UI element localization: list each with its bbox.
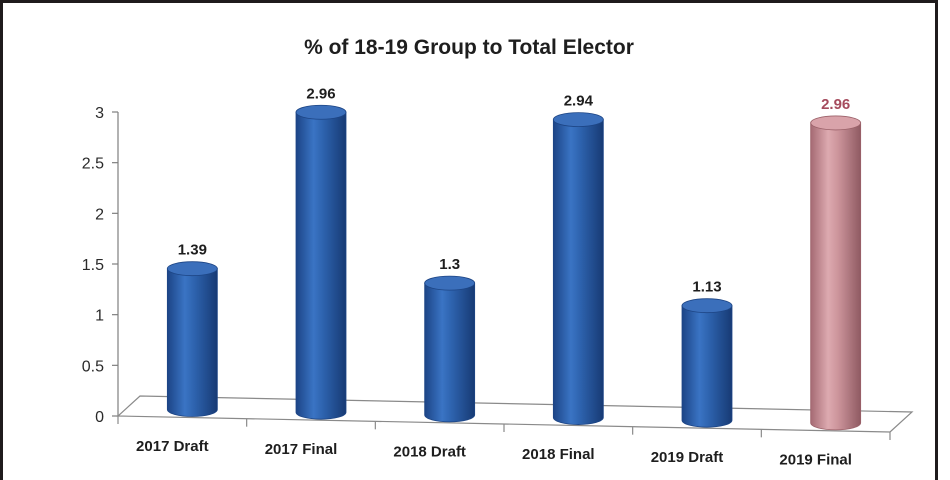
chart-title: % of 18-19 Group to Total Elector xyxy=(304,36,634,59)
bar-body xyxy=(681,305,733,428)
bar-1 xyxy=(166,261,218,417)
bar-cap xyxy=(681,298,733,314)
bar-6 xyxy=(810,115,862,431)
data-label: 2.96 xyxy=(306,85,335,102)
data-label: 2.94 xyxy=(564,93,594,110)
bar-body xyxy=(166,268,218,417)
x-tick-label: 2019 Final xyxy=(779,451,852,468)
x-tick-label: 2019 Draft xyxy=(651,449,724,466)
chart-floor xyxy=(116,395,914,433)
bar-cap xyxy=(166,261,218,277)
bar-4 xyxy=(552,112,604,425)
y-tick-label: 0 xyxy=(95,409,104,426)
x-tick-label: 2017 Draft xyxy=(136,438,209,455)
bar-2 xyxy=(295,104,347,420)
x-tick-label: 2018 Draft xyxy=(393,443,466,460)
y-tick-label: 2 xyxy=(95,206,104,223)
data-label: 2.96 xyxy=(821,96,850,113)
bar-cap xyxy=(295,104,347,120)
y-tick-label: 0.5 xyxy=(82,358,104,375)
y-tick-label: 1 xyxy=(95,308,104,325)
y-tick-label: 3 xyxy=(95,105,104,122)
y-tick-label: 1.5 xyxy=(82,257,104,274)
bar-body xyxy=(295,111,347,420)
bar-body xyxy=(424,282,476,423)
bar-cap xyxy=(810,115,862,131)
bar-3 xyxy=(424,275,476,423)
x-tick-label: 2018 Final xyxy=(522,446,595,463)
bar-5 xyxy=(681,298,733,428)
bar-cap xyxy=(552,112,604,128)
bar-cap xyxy=(424,275,476,291)
data-label: 1.39 xyxy=(178,242,207,259)
x-tick-label: 2017 Final xyxy=(265,441,338,458)
bar-body xyxy=(552,119,604,425)
y-tick-label: 2.5 xyxy=(82,156,104,173)
data-label: 1.13 xyxy=(692,279,721,296)
data-label: 1.3 xyxy=(439,256,460,273)
bar-body xyxy=(810,122,862,431)
